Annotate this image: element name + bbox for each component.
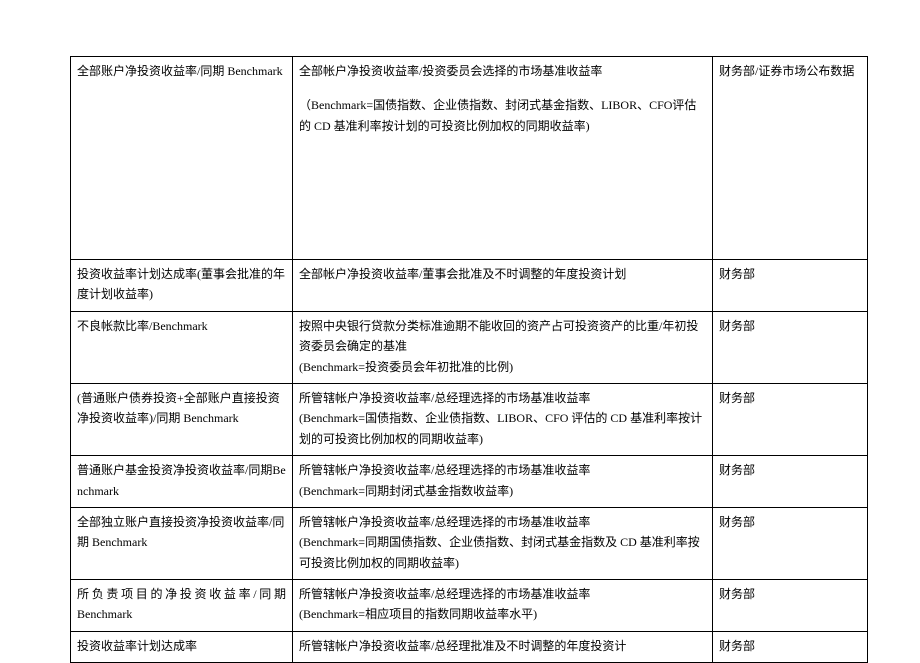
- cell-source: 财务部: [713, 260, 868, 312]
- cell-description: 按照中央银行贷款分类标准逾期不能收回的资产占可投资资产的比重/年初投资委员会确定…: [293, 311, 713, 383]
- cell-source: 财务部: [713, 631, 868, 662]
- cell-indicator: 全部独立账户直接投资净投资收益率/同期 Benchmark: [71, 507, 293, 579]
- table-row: 普通账户基金投资净投资收益率/同期Benchmark 所管辖帐户净投资收益率/总…: [71, 456, 868, 508]
- cell-indicator: 不良帐款比率/Benchmark: [71, 311, 293, 383]
- table-row: 不良帐款比率/Benchmark 按照中央银行贷款分类标准逾期不能收回的资产占可…: [71, 311, 868, 383]
- table-body: 全部账户净投资收益率/同期 Benchmark 全部帐户净投资收益率/投资委员会…: [71, 57, 868, 663]
- cell-description: 所管辖帐户净投资收益率/总经理选择的市场基准收益率(Benchmark=国债指数…: [293, 383, 713, 455]
- kpi-benchmark-table: 全部账户净投资收益率/同期 Benchmark 全部帐户净投资收益率/投资委员会…: [70, 56, 868, 663]
- table-row: 投资收益率计划达成率(董事会批准的年度计划收益率) 全部帐户净投资收益率/董事会…: [71, 260, 868, 312]
- cell-indicator: 全部账户净投资收益率/同期 Benchmark: [71, 57, 293, 260]
- cell-description: 所管辖帐户净投资收益率/总经理选择的市场基准收益率(Benchmark=同期封闭…: [293, 456, 713, 508]
- cell-indicator: 所负责项目的净投资收益率/同期 Benchmark: [71, 580, 293, 632]
- cell-indicator: (普通账户债券投资+全部账户直接投资净投资收益率)/同期 Benchmark: [71, 383, 293, 455]
- cell-source: 财务部: [713, 311, 868, 383]
- cell-indicator: 普通账户基金投资净投资收益率/同期Benchmark: [71, 456, 293, 508]
- cell-description: 所管辖帐户净投资收益率/总经理选择的市场基准收益率(Benchmark=相应项目…: [293, 580, 713, 632]
- cell-description: 全部帐户净投资收益率/董事会批准及不时调整的年度投资计划: [293, 260, 713, 312]
- cell-description: 全部帐户净投资收益率/投资委员会选择的市场基准收益率 （Benchmark=国债…: [293, 57, 713, 260]
- table-row: 全部独立账户直接投资净投资收益率/同期 Benchmark 所管辖帐户净投资收益…: [71, 507, 868, 579]
- cell-source: 财务部/证券市场公布数据: [713, 57, 868, 260]
- table-row: 投资收益率计划达成率 所管辖帐户净投资收益率/总经理批准及不时调整的年度投资计 …: [71, 631, 868, 662]
- cell-source: 财务部: [713, 507, 868, 579]
- cell-source: 财务部: [713, 456, 868, 508]
- table-row: 全部账户净投资收益率/同期 Benchmark 全部帐户净投资收益率/投资委员会…: [71, 57, 868, 260]
- table-row: (普通账户债券投资+全部账户直接投资净投资收益率)/同期 Benchmark 所…: [71, 383, 868, 455]
- cell-description: 所管辖帐户净投资收益率/总经理批准及不时调整的年度投资计: [293, 631, 713, 662]
- cell-source: 财务部: [713, 580, 868, 632]
- cell-indicator: 投资收益率计划达成率: [71, 631, 293, 662]
- cell-description: 所管辖帐户净投资收益率/总经理选择的市场基准收益率(Benchmark=同期国债…: [293, 507, 713, 579]
- cell-source: 财务部: [713, 383, 868, 455]
- table-row: 所负责项目的净投资收益率/同期 Benchmark 所管辖帐户净投资收益率/总经…: [71, 580, 868, 632]
- cell-indicator: 投资收益率计划达成率(董事会批准的年度计划收益率): [71, 260, 293, 312]
